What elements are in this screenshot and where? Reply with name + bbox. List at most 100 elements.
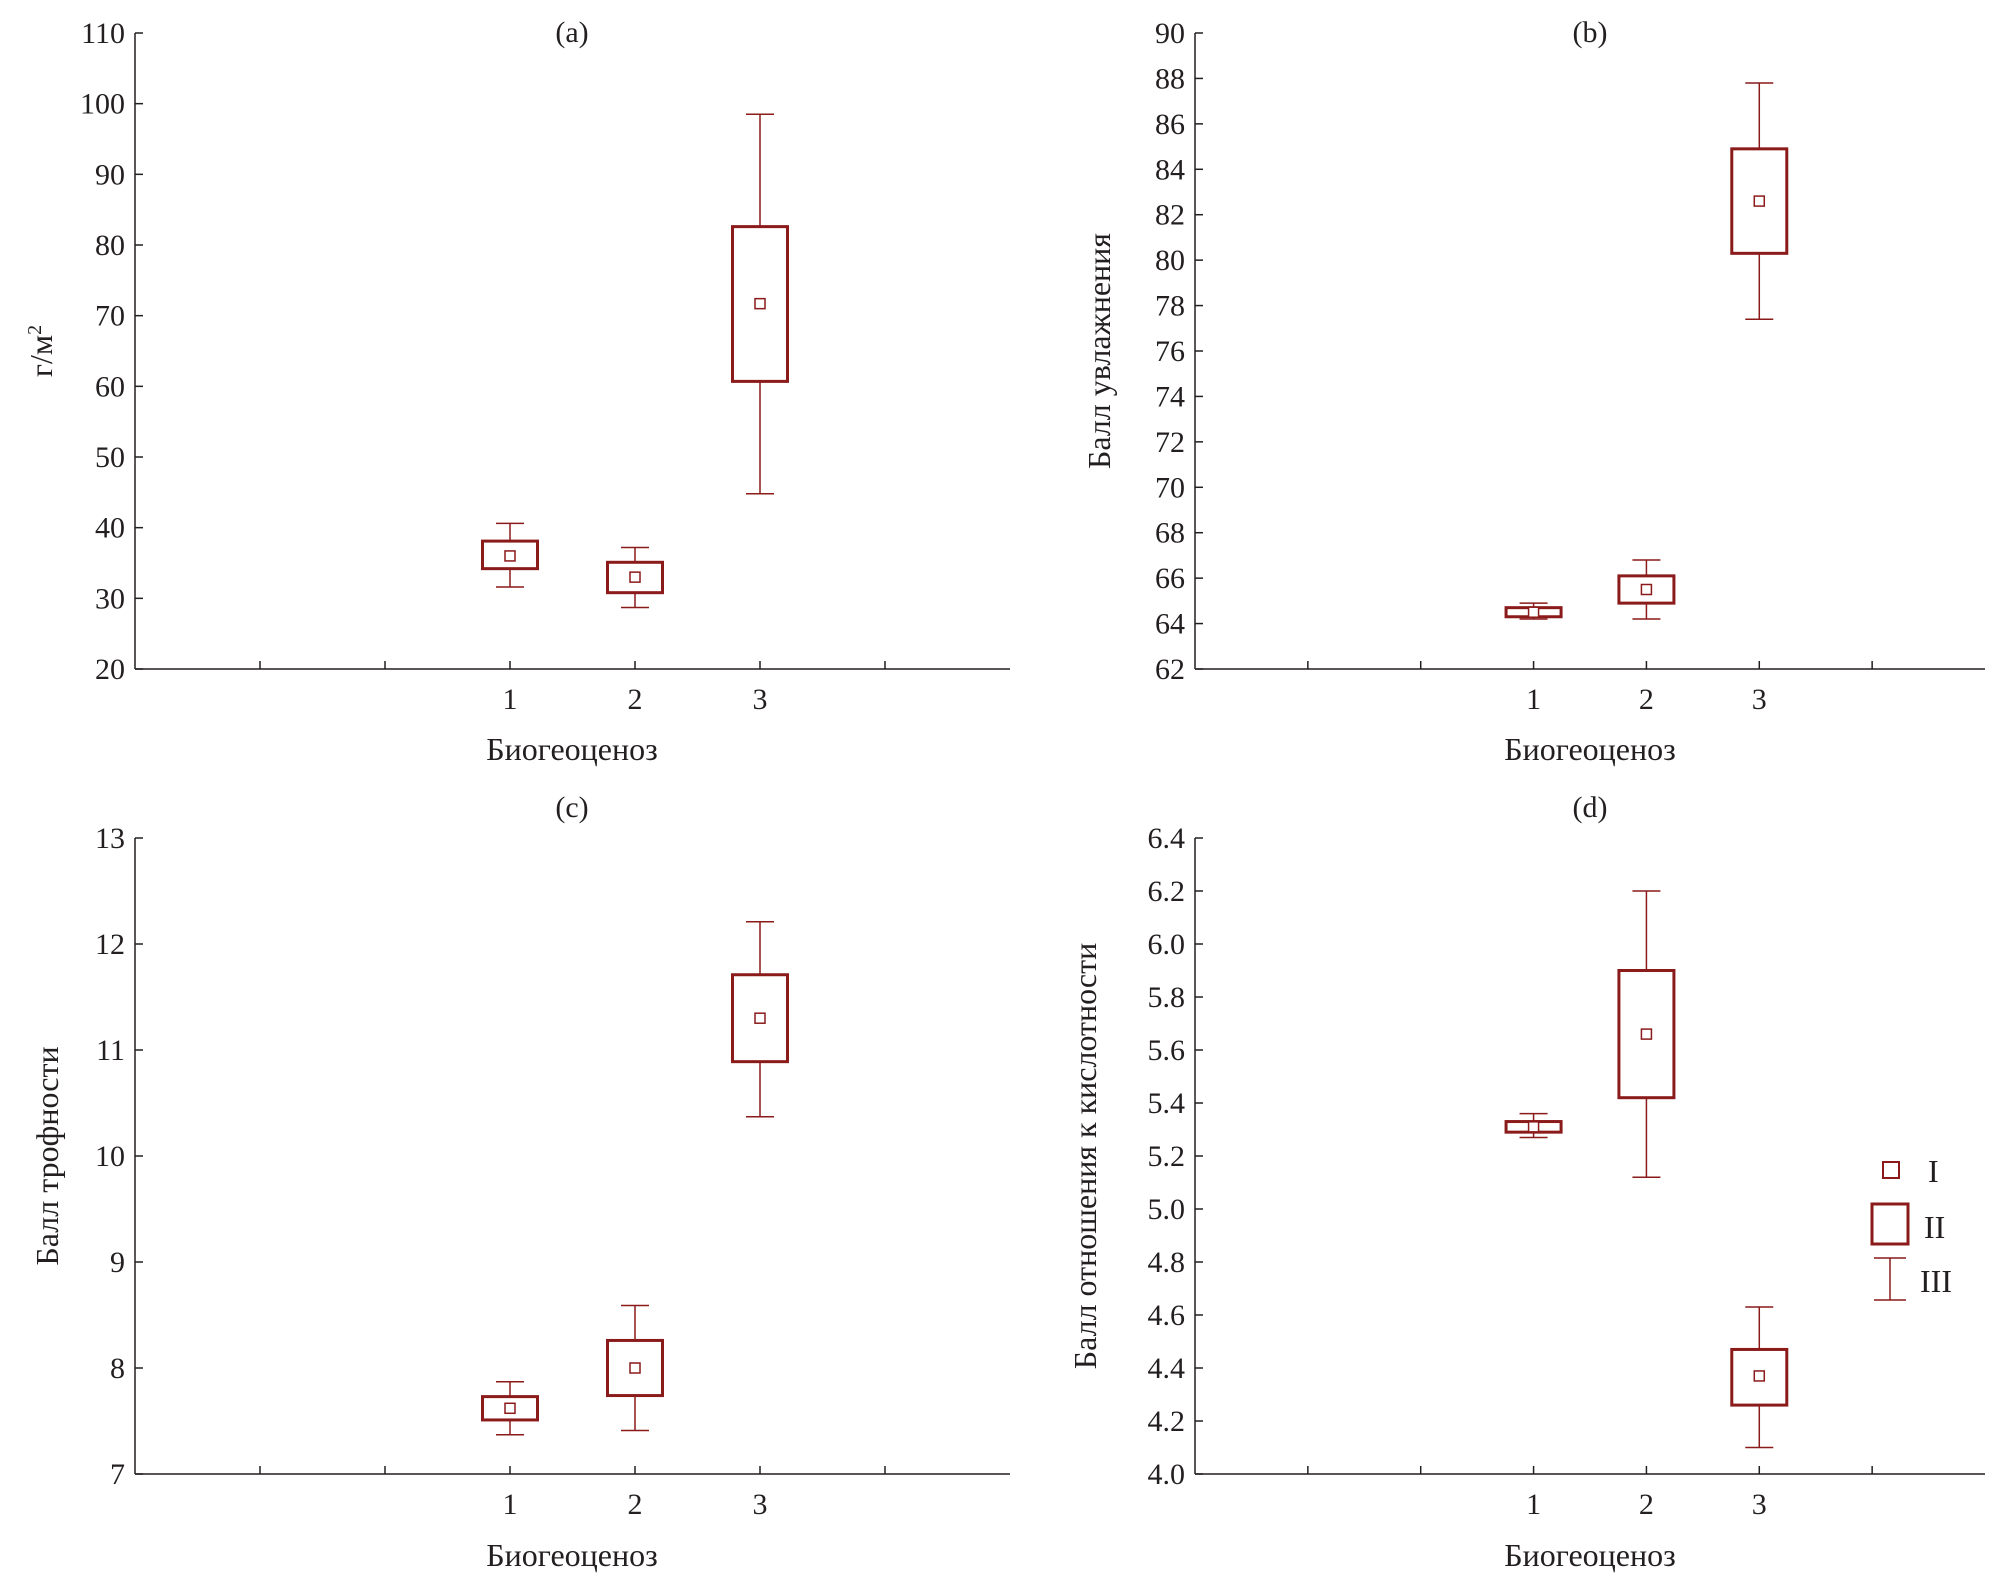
panel-a-x-ticks: 1 2 3: [259, 661, 886, 716]
legend-box-symbol: [1870, 1202, 1910, 1246]
panel-a-y-tick-label: 110: [81, 17, 125, 50]
panel-b-y-tick-label: 84: [1155, 153, 1185, 186]
panel-d-y-tick-label: 5.4: [1148, 1087, 1186, 1120]
panel-c-y-tick-label: 9: [110, 1246, 125, 1279]
panel-d-box-1: [1504, 1112, 1563, 1139]
panel-b-y-tick-label: 88: [1155, 62, 1185, 95]
panel-b-y-tick-label: 82: [1155, 199, 1185, 232]
legend-label-iii: III: [1920, 1263, 1952, 1299]
panel-b-y-axis-title: Балл увлажнения: [1081, 233, 1117, 469]
panel-a-y-tick-label: 30: [95, 582, 125, 615]
panel-b-y-tick-label: 86: [1155, 108, 1185, 141]
panel-c-y-tick-label: 10: [95, 1140, 125, 1173]
panel-c-x-axis-title: Биогеоценоз: [486, 1537, 658, 1573]
mean-marker: [629, 1362, 641, 1374]
panel-c-title: (c): [555, 791, 588, 824]
mean-marker: [1527, 1121, 1540, 1133]
panel-d: (d) Биогеоценоз Балл отношения к кислотн…: [1067, 791, 1985, 1573]
mean-marker: [1753, 195, 1766, 207]
panel-a-y-axis-title-base: г/м: [23, 335, 59, 377]
panel-d-box-2: [1617, 890, 1676, 1178]
panel-d-box-3: [1730, 1306, 1789, 1449]
panel-a: (a) Биогеоценоз г/м2 2030405060708090100…: [23, 16, 1010, 767]
panel-d-x-ticks: 1 2 3: [1307, 1466, 1873, 1521]
panel-a-x-tick-label: 3: [753, 683, 768, 716]
panel-c-y-tick-label: 12: [95, 928, 125, 961]
panel-c: (c) Биогеоценоз Балл трофности 789101112…: [29, 791, 1010, 1573]
panel-b-box-2: [1617, 559, 1676, 620]
panel-a-y-ticks: 20 30 40 50 60 70 80 90 100 110: [80, 17, 143, 686]
panel-b-y-tick-label: 76: [1155, 335, 1185, 368]
panel-a-y-tick-label: 40: [95, 512, 125, 545]
panel-d-y-ticks: 4.0 4.2 4.4 4.6 4.8 5.0 5.2 5.4 5.6 5.8 6.0 6.2 6.4: [1148, 822, 1203, 1491]
panel-a-y-tick-label: 60: [95, 370, 125, 403]
panel-a-y-axis-title: г/м2: [23, 325, 59, 377]
panel-d-y-tick-label: 5.0: [1148, 1193, 1186, 1226]
mean-marker: [629, 571, 641, 583]
panel-b-y-tick-label: 90: [1155, 17, 1185, 50]
panel-b-x-tick-label: 3: [1752, 683, 1767, 716]
panel-a-y-tick-label: 70: [95, 300, 125, 333]
legend: I II III: [1870, 1153, 1952, 1301]
panel-d-y-tick-label: 4.2: [1148, 1405, 1186, 1438]
panel-c-box-2: [606, 1304, 664, 1432]
panel-b-title: (b): [1573, 16, 1608, 49]
panel-b-y-tick-label: 66: [1155, 562, 1185, 595]
panel-d-x-axis-title: Биогеоценоз: [1504, 1537, 1676, 1573]
panel-b-box-1: [1504, 602, 1563, 620]
mean-marker: [754, 297, 766, 310]
mean-marker: [1527, 606, 1540, 618]
legend-whisker-symbol: [1874, 1257, 1906, 1301]
panel-b: (b) Биогеоценоз Балл увлажнения 62 64 66 68…: [1081, 16, 1985, 767]
panel-a-y-tick-label: 20: [95, 653, 125, 686]
legend-label-i: I: [1928, 1153, 1939, 1189]
mean-marker: [754, 1012, 766, 1024]
panel-a-title: (a): [555, 16, 588, 49]
panel-c-boxes: [481, 920, 789, 1436]
panel-a-box-3: [731, 113, 789, 495]
mean-marker: [504, 550, 516, 562]
panel-c-x-tick-label: 3: [753, 1488, 768, 1521]
panel-b-y-tick-label: 62: [1155, 653, 1185, 686]
panel-c-box-3: [731, 920, 789, 1118]
panel-d-x-tick-label: 1: [1526, 1488, 1541, 1521]
panel-c-y-tick-label: 13: [95, 822, 125, 855]
panel-a-boxes: [481, 113, 789, 609]
panel-b-y-tick-label: 74: [1155, 380, 1185, 413]
panel-c-box-1: [481, 1381, 539, 1436]
panel-d-y-tick-label: 4.0: [1148, 1458, 1186, 1491]
panel-a-y-axis-title-superscript: 2: [24, 325, 46, 335]
panel-b-y-tick-label: 64: [1155, 608, 1185, 641]
panel-d-y-tick-label: 4.4: [1148, 1352, 1186, 1385]
panel-c-y-tick-label: 8: [110, 1352, 125, 1385]
panel-b-y-ticks: 62 64 66 68 70 72 74 76 78 80 82 84 86 88 90: [1155, 17, 1203, 686]
panel-d-y-axis-title: Балл отношения к кислотности: [1067, 943, 1103, 1369]
panel-c-y-tick-label: 7: [110, 1458, 125, 1491]
panel-d-y-tick-label: 6.4: [1148, 822, 1186, 855]
panel-a-y-tick-label: 50: [95, 441, 125, 474]
panel-b-x-tick-label: 2: [1639, 683, 1654, 716]
panel-c-y-axis-title: Балл трофности: [29, 1046, 65, 1265]
panel-d-y-tick-label: 5.8: [1148, 981, 1186, 1014]
mean-marker: [1640, 583, 1653, 596]
panel-b-x-ticks: 1 2 3: [1307, 661, 1873, 716]
panel-a-y-tick-label: 100: [80, 88, 125, 121]
panel-a-box-2: [606, 546, 664, 609]
panel-c-y-ticks: 7 8 9 10 11 12 13: [95, 822, 143, 1491]
box-body: [1730, 1347, 1789, 1407]
panel-b-x-axis-title: Биогеоценоз: [1504, 731, 1676, 767]
panel-b-box-3: [1730, 82, 1789, 320]
panel-a-x-tick-label: 1: [503, 683, 518, 716]
panel-d-y-tick-label: 5.6: [1148, 1034, 1186, 1067]
panel-d-x-tick-label: 2: [1639, 1488, 1654, 1521]
panel-a-y-tick-label: 90: [95, 158, 125, 191]
panel-d-y-tick-label: 4.6: [1148, 1299, 1186, 1332]
panel-b-y-tick-label: 68: [1155, 517, 1185, 550]
panel-d-x-tick-label: 3: [1752, 1488, 1767, 1521]
legend-mean-marker-symbol: [1882, 1161, 1900, 1179]
panel-d-y-tick-label: 6.0: [1148, 928, 1186, 961]
panel-b-y-tick-label: 78: [1155, 290, 1185, 323]
mean-marker: [1640, 1028, 1653, 1040]
panel-d-title: (d): [1573, 791, 1608, 824]
